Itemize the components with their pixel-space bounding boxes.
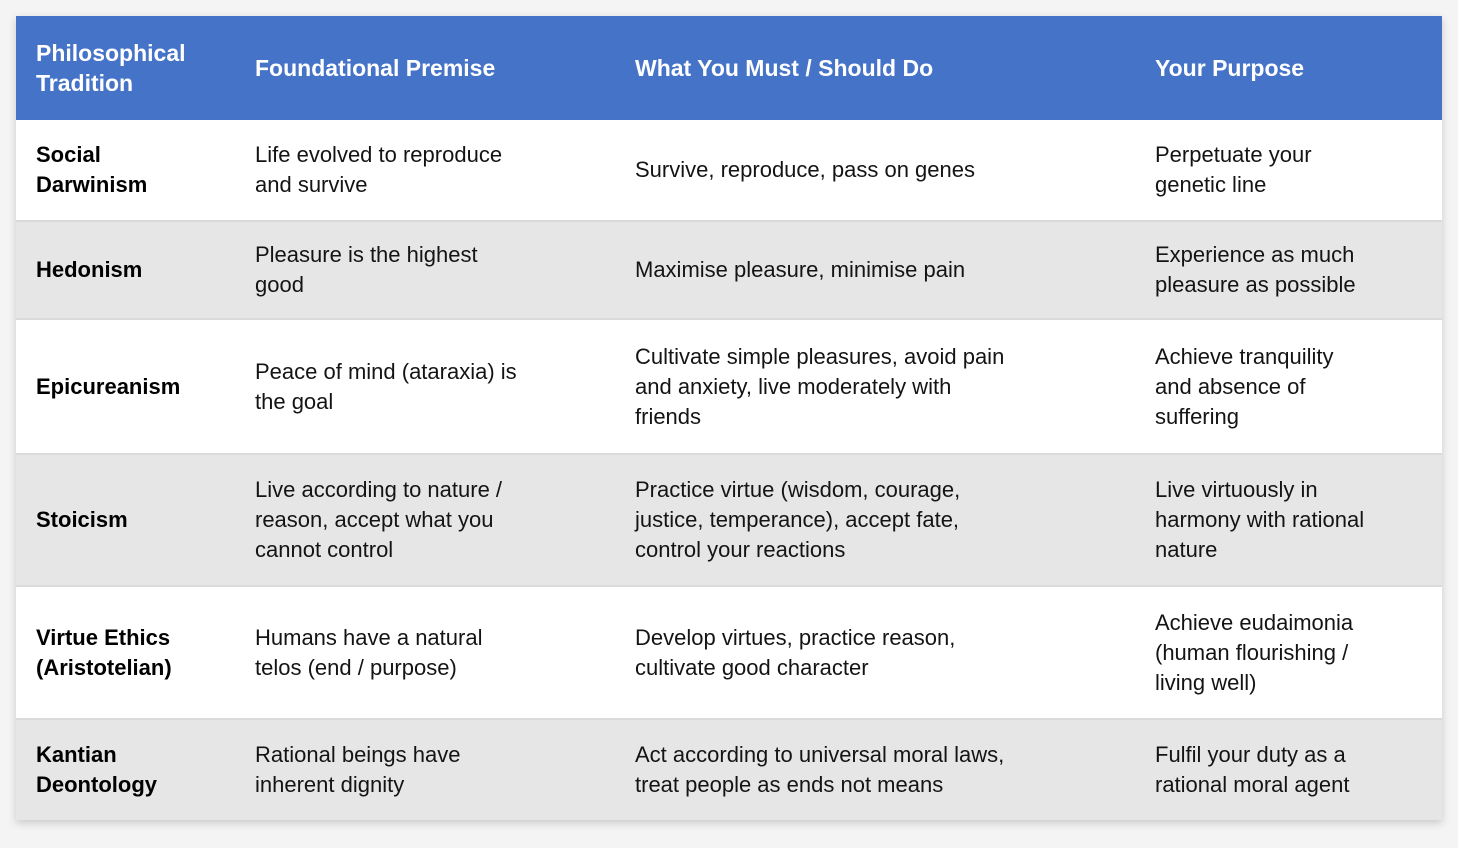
table-row-virtue-ethics: Virtue Ethics (Aristotelian) Humans have… xyxy=(16,585,1442,719)
table-row-kantian-deontology: Kantian Deontology Rational beings have … xyxy=(16,718,1442,820)
cell-purpose: Achieve tranquility and absence of suffe… xyxy=(1135,318,1442,454)
cell-action: Cultivate simple pleasures, avoid pain a… xyxy=(615,318,1135,454)
cell-tradition: Stoicism xyxy=(16,453,235,586)
cell-premise: Peace of mind (ataraxia) is the goal xyxy=(235,318,615,454)
header-row: Philosophical Tradition Foundational Pre… xyxy=(16,16,1442,120)
cell-tradition: Epicureanism xyxy=(16,318,235,454)
cell-action: Maximise pleasure, minimise pain xyxy=(615,220,1135,319)
table-row-stoicism: Stoicism Live according to nature / reas… xyxy=(16,453,1442,586)
cell-action: Develop virtues, practice reason, cultiv… xyxy=(615,585,1135,719)
cell-purpose: Live virtuously in harmony with rational… xyxy=(1135,453,1442,586)
cell-purpose: Fulfil your duty as a rational moral age… xyxy=(1135,718,1442,820)
table-row-hedonism: Hedonism Pleasure is the highest good Ma… xyxy=(16,220,1442,319)
cell-premise: Humans have a natural telos (end / purpo… xyxy=(235,585,615,719)
cell-action: Survive, reproduce, pass on genes xyxy=(615,120,1135,221)
cell-premise: Life evolved to reproduce and survive xyxy=(235,120,615,221)
philosophy-comparison-card: Philosophical Tradition Foundational Pre… xyxy=(16,16,1442,820)
cell-purpose: Experience as much pleasure as possible xyxy=(1135,220,1442,319)
cell-premise: Pleasure is the highest good xyxy=(235,220,615,319)
column-header-philosophical-tradition: Philosophical Tradition xyxy=(16,16,235,120)
table-header: Philosophical Tradition Foundational Pre… xyxy=(16,16,1442,120)
cell-tradition: Virtue Ethics (Aristotelian) xyxy=(16,585,235,719)
cell-premise: Rational beings have inherent dignity xyxy=(235,718,615,820)
column-header-foundational-premise: Foundational Premise xyxy=(235,16,615,120)
cell-action: Practice virtue (wisdom, courage, justic… xyxy=(615,453,1135,586)
cell-action: Act according to universal moral laws, t… xyxy=(615,718,1135,820)
cell-premise: Live according to nature / reason, accep… xyxy=(235,453,615,586)
cell-tradition: Social Darwinism xyxy=(16,120,235,221)
column-header-what-you-must-do: What You Must / Should Do xyxy=(615,16,1135,120)
table-row-epicureanism: Epicureanism Peace of mind (ataraxia) is… xyxy=(16,318,1442,454)
column-header-your-purpose: Your Purpose xyxy=(1135,16,1442,120)
philosophy-comparison-table: Philosophical Tradition Foundational Pre… xyxy=(16,16,1442,820)
cell-purpose: Achieve eudaimonia (human flourishing / … xyxy=(1135,585,1442,719)
cell-tradition: Kantian Deontology xyxy=(16,718,235,820)
cell-tradition: Hedonism xyxy=(16,220,235,319)
cell-purpose: Perpetuate your genetic line xyxy=(1135,120,1442,221)
table-row-social-darwinism: Social Darwinism Life evolved to reprodu… xyxy=(16,120,1442,221)
table-body: Social Darwinism Life evolved to reprodu… xyxy=(16,120,1442,820)
